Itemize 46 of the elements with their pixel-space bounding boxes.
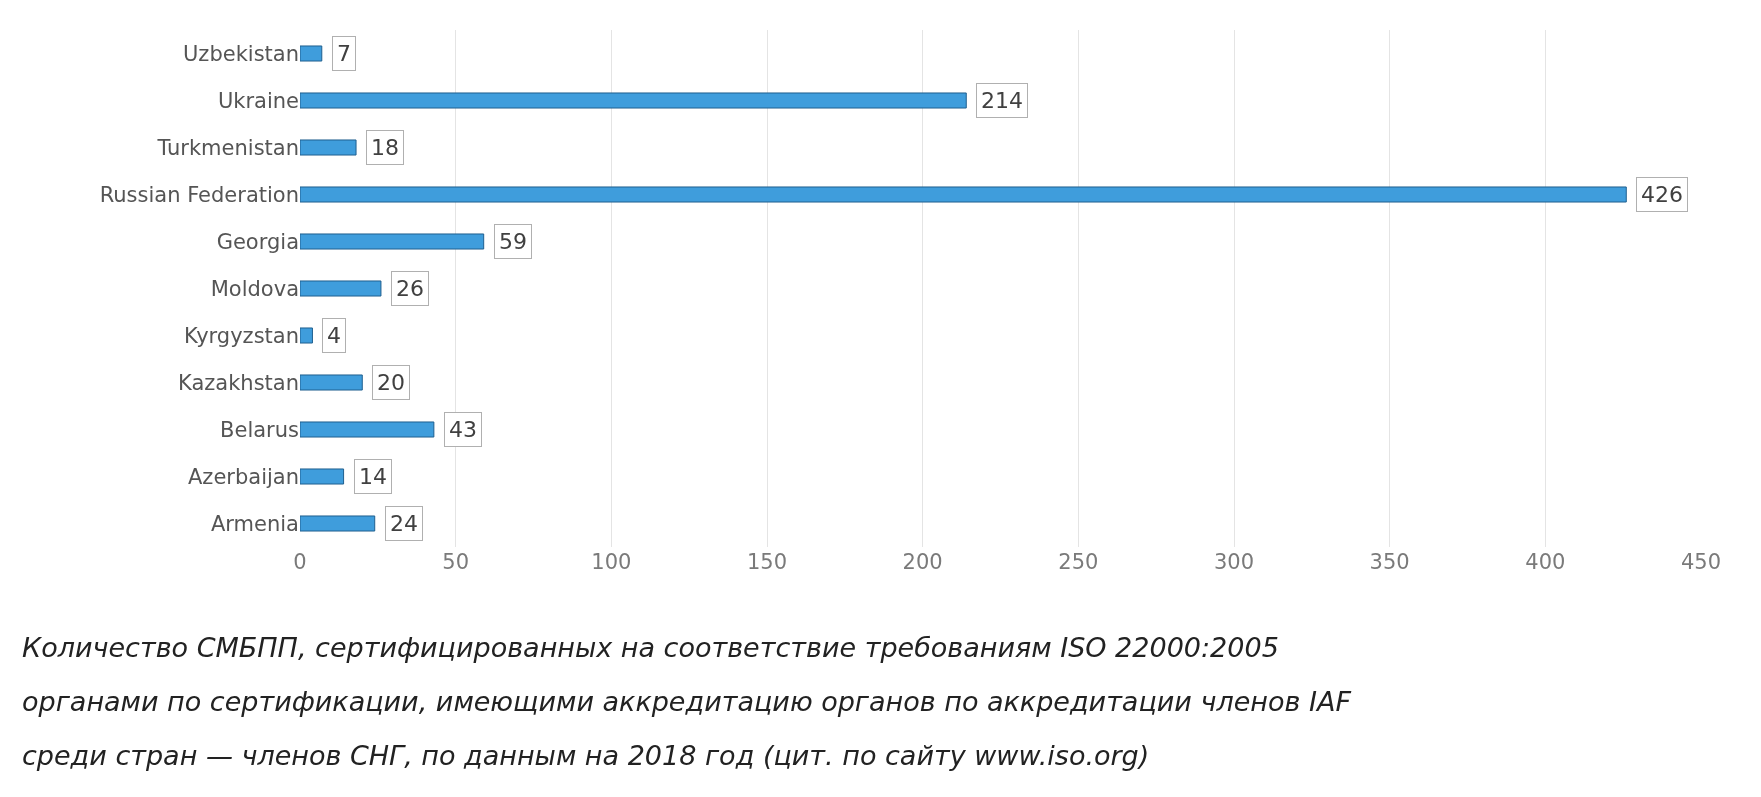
x-tick-label: 50: [442, 550, 470, 574]
y-tick-label: Moldova: [210, 276, 299, 301]
y-tick-label: Georgia: [216, 229, 299, 254]
text: среди стран — членов СНГ, по данным на 2018 год (цит. по сайту www.iso.org): [22, 740, 1150, 771]
y-tick-label: Kazakhstan: [178, 370, 299, 395]
data-label: 4: [327, 323, 341, 348]
bar: [300, 374, 363, 391]
data-label: 26: [396, 276, 424, 301]
bar: [300, 421, 435, 438]
y-tick-label: Armenia: [210, 511, 299, 536]
data-label: 18: [371, 135, 399, 160]
x-tick-label: 200: [902, 550, 943, 574]
data-label: 43: [449, 417, 477, 442]
x-tick-label: 100: [591, 550, 632, 574]
y-tick-label: Uzbekistan: [183, 41, 299, 66]
y-tick-label: Ukraine: [217, 88, 299, 113]
x-tick-label: 150: [746, 550, 788, 574]
bar: [300, 186, 1627, 203]
data-label: 7: [337, 41, 351, 66]
x-tick-label: 400: [1525, 550, 1566, 574]
x-tick-label: 250: [1058, 550, 1099, 574]
y-tick-label: Russian Federation: [99, 182, 299, 207]
text: органами по сертификации, имеющими аккредитацию органов по аккредитации членов IAF: [22, 686, 1352, 717]
bar: [300, 327, 313, 344]
bar: [300, 280, 382, 297]
bar: [300, 515, 376, 532]
data-label: 24: [390, 511, 418, 536]
y-tick-label: Turkmenistan: [156, 135, 299, 160]
bar: [300, 468, 345, 485]
bar: [300, 139, 357, 156]
x-tick-label: 300: [1213, 550, 1255, 574]
x-tick-label: 350: [1369, 550, 1410, 574]
bar: [300, 233, 485, 250]
data-label: 59: [499, 229, 527, 254]
x-tick-label: 450: [1680, 550, 1722, 574]
data-label: 214: [981, 88, 1023, 113]
data-label: 426: [1641, 182, 1683, 207]
y-tick-label: Kyrgyzstan: [183, 323, 299, 348]
y-tick-label: Azerbaijan: [188, 464, 299, 489]
bar: [300, 45, 323, 62]
y-tick-label: Belarus: [220, 417, 299, 442]
bar: [300, 92, 967, 109]
data-label: 20: [377, 370, 405, 395]
x-tick-label: 0: [293, 550, 307, 574]
data-label: 14: [359, 464, 387, 489]
text: Количество СМБПП, сертифицированных на соответствие требованиям ISO 22000:2005: [22, 632, 1279, 663]
